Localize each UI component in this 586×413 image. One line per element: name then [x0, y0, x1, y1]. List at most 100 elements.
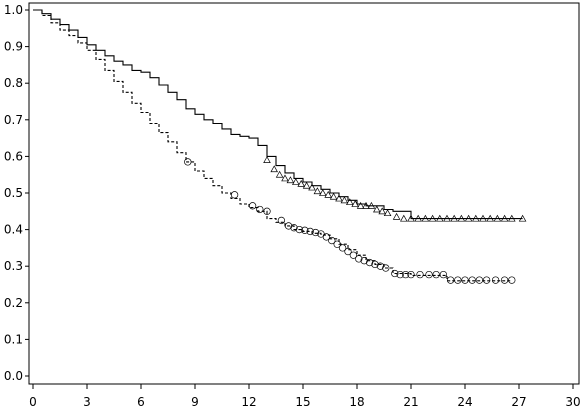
censor-marker — [407, 214, 415, 222]
censor-marker — [508, 214, 516, 222]
censor-marker — [355, 255, 363, 263]
y-tick-label: 0.2 — [4, 296, 23, 310]
censor-marker — [479, 214, 487, 222]
censor-marker — [475, 276, 484, 284]
censor-marker — [407, 270, 415, 279]
censor-marker — [378, 207, 386, 215]
censor-marker — [401, 270, 410, 279]
x-tick-label: 12 — [241, 395, 256, 409]
x-tick-label: 30 — [565, 395, 580, 409]
censor-marker — [362, 201, 370, 209]
censor-marker — [313, 187, 322, 195]
censor-marker — [443, 214, 451, 222]
series-layer — [33, 9, 527, 284]
censor-marker — [373, 205, 381, 213]
censor-marker — [275, 170, 284, 178]
censor-marker — [306, 227, 314, 236]
censor-marker — [338, 244, 347, 252]
y-tick-label: 0.6 — [4, 149, 23, 163]
censor-marker — [421, 214, 430, 222]
censor-marker — [439, 270, 448, 279]
y-tick-label: 0.5 — [4, 186, 23, 200]
censor-marker — [367, 201, 376, 209]
censor-marker — [270, 165, 278, 173]
censor-marker — [295, 225, 304, 234]
censor-marker — [349, 251, 358, 259]
censor-marker — [457, 214, 466, 222]
censor-marker — [329, 192, 338, 200]
censor-marker — [324, 190, 332, 198]
y-tick-label: 0.0 — [4, 369, 23, 383]
censor-marker — [263, 207, 271, 215]
censor-marker — [446, 276, 455, 284]
censor-marker — [500, 214, 509, 222]
y-tick-label: 0.3 — [4, 259, 23, 273]
censor-marker — [392, 212, 401, 220]
x-tick-label: 24 — [457, 395, 472, 409]
censor-marker — [365, 258, 374, 267]
censor-marker — [428, 214, 437, 222]
censor-marker — [472, 214, 480, 222]
censor-marker — [302, 181, 311, 189]
censor-marker — [400, 214, 408, 222]
censor-marker — [396, 270, 404, 279]
x-tick-label: 6 — [137, 395, 145, 409]
censor-marker — [461, 276, 469, 284]
y-tick-label: 0.8 — [4, 76, 23, 90]
censor-marker — [351, 200, 359, 207]
censor-marker — [277, 216, 286, 225]
y-axis: 0.0 0.1 0.2 0.3 0.4 0.5 0.6 0.7 0.8 0.9 1.0 — [4, 3, 29, 383]
censor-marker — [450, 214, 458, 222]
censor-marker — [230, 191, 239, 199]
censor-marker — [464, 214, 473, 222]
censor-marker — [371, 260, 379, 269]
series-2 — [33, 9, 516, 284]
censor-marker — [436, 214, 444, 222]
censor-marker — [491, 276, 500, 284]
censor-marker — [319, 189, 327, 196]
plot-frame — [28, 2, 580, 385]
x-tick-label: 3 — [83, 395, 91, 409]
censor-marker — [454, 276, 462, 284]
y-tick-label: 1.0 — [4, 3, 23, 17]
y-tick-label: 0.9 — [4, 40, 23, 54]
censor-marker — [482, 276, 491, 284]
censor-marker — [346, 198, 354, 206]
censor-marker — [382, 264, 390, 272]
censor-marker — [486, 214, 494, 222]
censor-marker — [432, 270, 440, 279]
x-tick-label: 18 — [349, 395, 364, 409]
censor-marker — [333, 240, 341, 248]
censor-marker — [340, 196, 349, 204]
censor-marker — [391, 269, 399, 278]
censor-marker — [493, 214, 502, 222]
censor-marker — [308, 183, 316, 191]
censor-marker — [360, 257, 368, 265]
x-tick-label: 0 — [29, 395, 37, 409]
censor-marker — [344, 247, 352, 256]
censor-marker — [500, 276, 509, 284]
censor-marker — [425, 270, 433, 279]
series-1 — [33, 9, 527, 222]
x-tick-label: 27 — [511, 395, 526, 409]
censor-marker — [290, 224, 298, 232]
censor-marker — [286, 176, 295, 184]
censor-marker — [248, 202, 257, 210]
censor-marker — [184, 158, 192, 166]
censor-marker — [468, 276, 476, 284]
censor-marker — [311, 228, 320, 237]
y-tick-label: 0.4 — [4, 223, 23, 237]
censor-marker — [328, 236, 336, 245]
censor-marker — [356, 201, 365, 209]
x-axis: 0 3 6 9 12 15 18 21 24 27 30 — [29, 384, 581, 409]
x-tick-label: 15 — [295, 395, 310, 409]
censor-marker — [414, 214, 422, 222]
censor-marker — [335, 194, 343, 202]
y-tick-label: 0.1 — [4, 332, 23, 346]
censor-marker — [322, 233, 331, 241]
x-tick-label: 21 — [403, 395, 418, 409]
y-tick-label: 0.7 — [4, 113, 23, 127]
censor-marker — [284, 222, 293, 230]
censor-marker — [263, 156, 271, 163]
